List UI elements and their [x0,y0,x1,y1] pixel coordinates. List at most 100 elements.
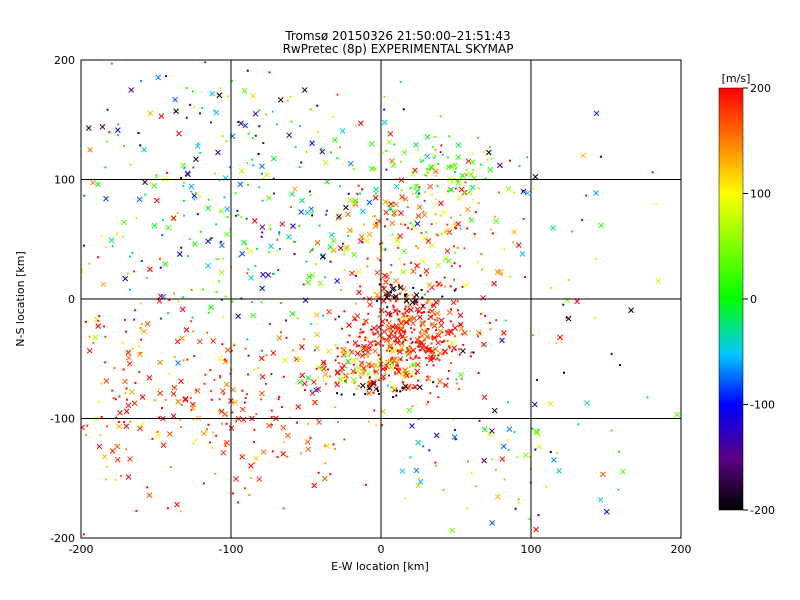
data-point-cross [317,280,324,287]
data-point-cross [468,217,475,224]
data-point-dot [342,242,345,245]
data-point-dot [441,153,444,156]
grid-lines [81,60,681,538]
data-point-dot [247,183,250,186]
data-point-dot [88,335,91,338]
data-point-cross [437,378,443,385]
data-point-dot [357,335,360,338]
data-point-cross [170,215,177,221]
data-point-dot [128,288,131,291]
data-point-dot [122,341,125,344]
data-point-dot [404,223,407,226]
data-point-dot [420,232,423,235]
data-point-dot [481,268,484,271]
data-point-dot [417,149,420,152]
data-point-cross [373,186,379,193]
data-point-cross [401,248,408,255]
data-point-dot [400,358,403,361]
data-point-cross [233,476,239,482]
data-point-cross [128,87,135,93]
data-point-dot [337,315,340,318]
data-point-dot [179,510,182,513]
data-point-dot [383,372,386,375]
data-point-dot [389,271,392,274]
data-point-dot [385,168,388,171]
data-point-dot [402,108,405,111]
data-point-dot [261,199,264,202]
data-point-dot [336,93,339,96]
data-point-dot [308,190,311,193]
data-point-dot [246,69,249,72]
data-point-dot [436,357,439,360]
data-point-dot [282,507,285,510]
data-point-dot [413,328,416,331]
data-point-dot [350,229,353,232]
data-point-dot [418,357,421,360]
data-point-cross [366,231,373,238]
x-axis-label: E-W location [km] [331,560,429,573]
data-point-dot [646,396,649,399]
data-point-dot [125,387,128,390]
data-point-dot [303,389,306,392]
data-point-dot [129,420,132,423]
data-point-dot [278,233,281,236]
data-point-dot [145,276,148,279]
data-point-dot [182,199,185,202]
data-point-dot [161,218,164,221]
data-point-cross [205,205,211,211]
data-point-dot [594,317,597,320]
data-point-cross [603,508,610,515]
data-point-dot [453,278,456,281]
data-point-dot [655,202,658,205]
data-point-cross [224,231,230,238]
data-point-cross [366,199,373,206]
data-point-dot [384,367,387,370]
data-point-dot [366,337,369,340]
data-point-dot [395,367,398,370]
data-point-cross [392,308,399,314]
data-point-dot [453,225,456,228]
data-point-dot [190,288,193,291]
data-point-dot [329,151,332,154]
data-point-dot [324,213,327,216]
data-point-dot [253,368,256,371]
data-point-dot [405,293,408,296]
data-point-dot [209,238,212,241]
data-point-dot [409,357,412,360]
data-point-dot [365,366,368,369]
data-point-dot [568,278,571,281]
data-point-cross [153,197,160,204]
data-point-dot [183,167,186,170]
data-point-dot [513,191,516,194]
data-point-cross [465,158,472,165]
data-point-cross [480,341,487,348]
data-point-dot [256,247,259,250]
data-point-cross [141,146,147,153]
data-point-dot [133,318,136,321]
data-point-cross [103,377,110,384]
data-point-cross [423,268,430,274]
data-point-cross [305,374,312,381]
data-point-cross [305,446,312,453]
data-point-dot [425,357,428,360]
data-point-dot [380,241,383,244]
data-point-dot [366,354,369,357]
data-point-dot [399,390,402,393]
x-tick-label: -200 [69,543,94,556]
data-point-cross [413,467,420,474]
data-point-cross [376,332,383,339]
data-point-cross [444,248,451,254]
data-point-dot [359,376,362,379]
data-point-dot [203,382,206,385]
data-point-cross [87,146,93,153]
data-point-dot [408,385,411,388]
data-point-dot [122,368,125,371]
data-point-dot [325,382,328,385]
data-point-dot [419,158,422,161]
data-point-dot [490,228,493,231]
data-point-dot [427,171,430,174]
data-point-cross [339,128,346,134]
data-point-dot [159,266,162,269]
data-point-dot [383,338,386,341]
data-point-cross [458,325,465,332]
